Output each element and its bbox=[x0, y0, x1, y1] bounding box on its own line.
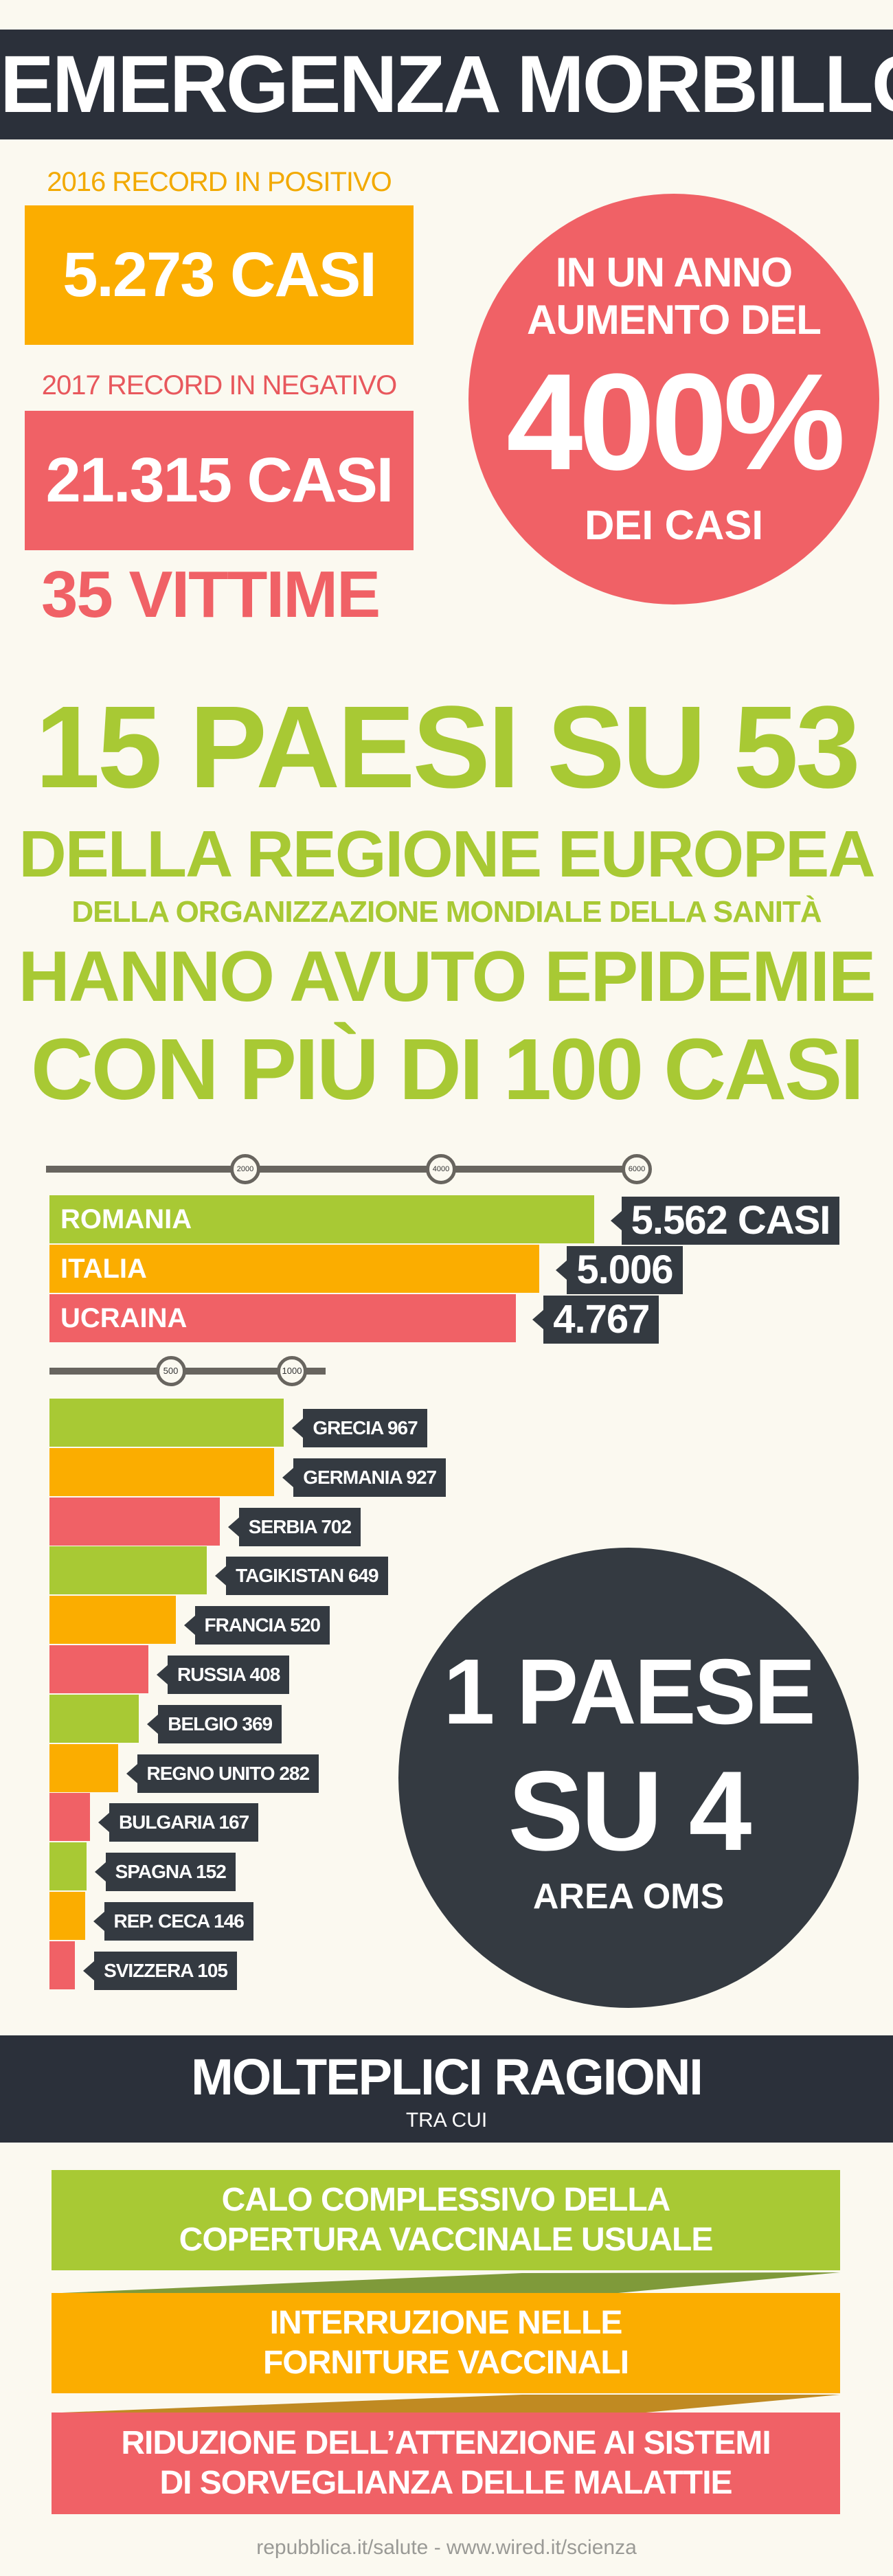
victims-count: 35 VITTIME bbox=[41, 558, 381, 631]
bar-value-label: 5.562 CASI bbox=[610, 1197, 840, 1245]
reason-banner-3: RIDUZIONE DELL’ATTENZIONE AI SISTEMI DI … bbox=[52, 2413, 840, 2514]
bar-value-label: 5.006 bbox=[556, 1246, 683, 1294]
bar bbox=[49, 1743, 118, 1792]
bar bbox=[49, 1645, 149, 1693]
footer-sources: repubblica.it/salute - www.wired.it/scie… bbox=[256, 2536, 637, 2559]
ratio-line1: 1 PAESE bbox=[443, 1640, 815, 1743]
reasons-subtitle: TRA CUI bbox=[405, 2109, 488, 2132]
reason-2-line2: FORNITURE VACCINALI bbox=[262, 2345, 629, 2381]
axis-tick-label: 6000 bbox=[622, 1154, 652, 1184]
bar-value-label: BELGIO 369 bbox=[147, 1704, 282, 1743]
bar-value-label: SERBIA 702 bbox=[227, 1507, 361, 1546]
bar-value-label: REGNO UNITO 282 bbox=[126, 1754, 319, 1793]
ratio-line3: AREA OMS bbox=[532, 1877, 725, 1917]
bar bbox=[49, 1294, 517, 1342]
countries-line3: HANNO AVUTO EPIDEMIE bbox=[18, 937, 877, 1017]
ribbon-fold-green bbox=[62, 2272, 840, 2293]
record-2017-label: 2017 RECORD IN NEGATIVO bbox=[41, 370, 397, 400]
bar-value-label: 4.767 bbox=[532, 1296, 659, 1344]
record-2016-value: 5.273 CASI bbox=[25, 205, 414, 345]
axis-tick-label: 2000 bbox=[230, 1154, 260, 1184]
bar-category-label: UCRAINA bbox=[60, 1303, 188, 1333]
bar-value-label: BULGARIA 167 bbox=[98, 1803, 259, 1842]
ribbon-fold-orange bbox=[62, 2395, 840, 2413]
increase-line2: AUMENTO DEL bbox=[527, 297, 822, 343]
bar bbox=[49, 1694, 139, 1743]
reason-banner-1: CALO COMPLESSIVO DELLA COPERTURA VACCINA… bbox=[52, 2170, 840, 2270]
ratio-circle: 1 PAESE SU 4 AREA OMS bbox=[398, 1548, 859, 2008]
bar bbox=[49, 1399, 284, 1447]
bar-category-label: ROMANIA bbox=[60, 1204, 192, 1234]
reason-banner-2: INTERRUZIONE NELLE FORNITURE VACCINALI bbox=[52, 2293, 840, 2393]
bar bbox=[49, 1195, 594, 1243]
countries-headline: 15 PAESI SU 53 bbox=[35, 682, 861, 813]
bar bbox=[49, 1941, 76, 1989]
axis-tick-label: 4000 bbox=[426, 1154, 456, 1184]
bar-value-label: RUSSIA 408 bbox=[156, 1656, 290, 1694]
increase-line1: IN UN ANNO bbox=[555, 249, 793, 295]
increase-circle: IN UN ANNO AUMENTO DEL 400% DEI CASI bbox=[468, 194, 879, 605]
bar bbox=[49, 1793, 90, 1842]
bar bbox=[49, 1842, 87, 1891]
ratio-line2: SU 4 bbox=[508, 1748, 752, 1874]
bar bbox=[49, 1546, 207, 1595]
axis-tick-label: 1000 bbox=[277, 1356, 307, 1386]
page-title: EMERGENZA MORBILLO bbox=[0, 30, 893, 139]
bar-value-label: GERMANIA 927 bbox=[282, 1458, 447, 1497]
reason-1-line2: COPERTURA VACCINALE USUALE bbox=[179, 2222, 714, 2258]
bar-value-label: SVIZZERA 105 bbox=[83, 1951, 237, 1990]
record-2016-label: 2016 RECORD IN POSITIVO bbox=[47, 167, 392, 197]
countries-line1: DELLA REGIONE EUROPEA bbox=[19, 817, 875, 891]
bar bbox=[49, 1892, 85, 1940]
axis-tick-label: 500 bbox=[155, 1356, 186, 1386]
reason-2-line1: INTERRUZIONE NELLE bbox=[269, 2305, 623, 2341]
bar bbox=[49, 1497, 220, 1546]
record-2017-value: 21.315 CASI bbox=[25, 411, 414, 550]
bar-value-label: TAGIKISTAN 649 bbox=[215, 1557, 388, 1596]
countries-line4: CON PIÙ DI 100 CASI bbox=[30, 1021, 864, 1118]
axis-line bbox=[49, 1368, 326, 1375]
reason-3-line2: DI SORVEGLIANZA DELLE MALATTIE bbox=[159, 2465, 732, 2501]
increase-percent: 400% bbox=[506, 346, 846, 499]
increase-line3: DEI CASI bbox=[584, 502, 764, 548]
reasons-header: MOLTEPLICI RAGIONI TRA CUI bbox=[0, 2035, 893, 2143]
axis-line bbox=[46, 1166, 632, 1173]
bar bbox=[49, 1596, 176, 1645]
bar bbox=[49, 1447, 275, 1496]
bar-value-label: GRECIA 967 bbox=[292, 1409, 427, 1447]
reasons-title: MOLTEPLICI RAGIONI bbox=[191, 2048, 703, 2105]
bar bbox=[49, 1245, 540, 1293]
countries-line2: DELLA ORGANIZZAZIONE MONDIALE DELLA SANI… bbox=[71, 895, 822, 929]
bar-value-label: REP. CECA 146 bbox=[93, 1902, 253, 1941]
bar-value-label: FRANCIA 520 bbox=[183, 1606, 330, 1645]
bar-value-label: SPAGNA 152 bbox=[94, 1853, 236, 1892]
reason-3-line1: RIDUZIONE DELL’ATTENZIONE AI SISTEMI bbox=[121, 2425, 771, 2461]
bar-category-label: ITALIA bbox=[60, 1254, 147, 1284]
reason-1-line1: CALO COMPLESSIVO DELLA bbox=[221, 2182, 671, 2218]
